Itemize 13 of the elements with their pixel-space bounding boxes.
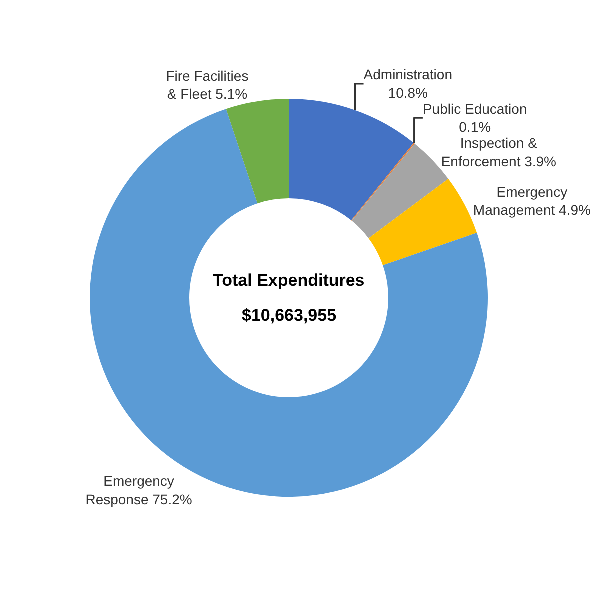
slice-label: Fire Facilities & Fleet 5.1% (166, 68, 249, 102)
text: $10,663,955 (242, 306, 337, 325)
data-label: 0.1% (459, 119, 492, 136)
slice-label: Emergency Response 75.2% (86, 473, 192, 508)
slice-label: Emergency Management 4.9% (473, 184, 591, 218)
donut-slice (351, 143, 415, 221)
text: Total Expenditures (213, 271, 365, 290)
slice-label: Administration (364, 66, 452, 83)
slice-label: Public Education (422, 100, 528, 117)
donut-slice (289, 99, 414, 221)
slice-label: Inspection & Enforcement 3.9% (441, 135, 556, 170)
donut-slice (226, 99, 289, 204)
data-label: 10.8% (388, 84, 428, 101)
